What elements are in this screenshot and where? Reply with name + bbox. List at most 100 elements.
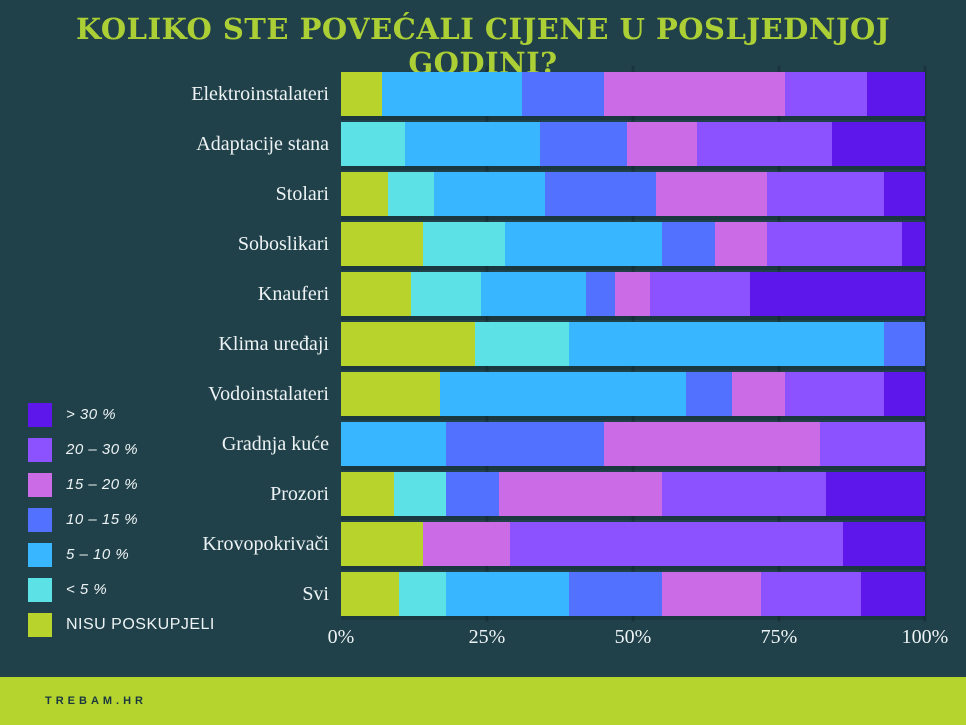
bar-row: Adaptacije stana — [0, 122, 925, 166]
footer-bar: TREBAM.HR — [0, 677, 966, 725]
bar-segment — [627, 122, 698, 166]
category-label: Svi — [302, 583, 329, 605]
x-tick-label: 75% — [760, 626, 798, 648]
legend-item: 15 – 20 % — [28, 467, 215, 502]
bar-segment — [884, 172, 925, 216]
bar-segment — [498, 472, 663, 516]
legend-item: > 30 % — [28, 397, 215, 432]
bar-segment — [568, 322, 885, 366]
legend-label: > 30 % — [66, 406, 117, 423]
bar-segment — [568, 572, 663, 616]
bar-segment — [784, 372, 885, 416]
legend-swatch — [28, 577, 52, 602]
page-title: KOLIKO STE POVEĆALI CIJENE U POSLJEDNJOJ… — [75, 12, 891, 80]
bar-segment — [761, 572, 861, 616]
bar-segment — [341, 522, 423, 566]
bar-track — [341, 272, 925, 316]
brand-logo: TREBAM.HR — [45, 695, 147, 707]
legend-label: < 5 % — [66, 581, 108, 598]
x-tick-label: 0% — [327, 626, 355, 648]
bar-segment — [475, 322, 569, 366]
bar-segment — [732, 372, 785, 416]
bar-segment — [603, 72, 785, 116]
bar-segment — [393, 472, 447, 516]
legend: > 30 % 20 – 30 % 15 – 20 % 10 – 15 % 5 – 10 … — [28, 397, 215, 642]
bar-segment — [510, 522, 844, 566]
bar-segment — [767, 172, 885, 216]
category-label: Prozori — [270, 483, 329, 505]
bar-segment — [446, 472, 499, 516]
bar-row: Krovopokrivači — [0, 522, 925, 566]
x-tick-label: 100% — [901, 626, 949, 648]
bar-track — [341, 522, 925, 566]
bar-segment — [341, 222, 423, 266]
legend-swatch — [28, 507, 52, 532]
bar-segment — [784, 72, 867, 116]
bar-segment — [662, 222, 715, 266]
bar-segment — [422, 222, 505, 266]
x-tick-label: 50% — [614, 626, 652, 648]
legend-swatch — [28, 472, 52, 497]
bar-segment — [522, 72, 604, 116]
bar-segment — [615, 272, 651, 316]
legend-label: 20 – 30 % — [66, 441, 139, 458]
bar-segment — [901, 222, 925, 266]
legend-swatch — [28, 437, 52, 462]
legend-swatch — [28, 542, 52, 567]
x-axis: 0% 25% 50% 75% 100% — [328, 626, 949, 654]
bar-segment — [819, 422, 925, 466]
legend-swatch — [28, 402, 52, 427]
bar-row: Vodoinstalateri — [0, 372, 925, 416]
bar-segment — [650, 272, 750, 316]
bar-segment — [341, 422, 447, 466]
bar-segment — [341, 172, 388, 216]
bar-track — [341, 122, 925, 166]
bar-segment — [545, 172, 657, 216]
bar-segment — [387, 172, 435, 216]
category-label: Adaptacije stana — [196, 133, 329, 155]
bar-track — [341, 372, 925, 416]
bar-segment — [434, 172, 546, 216]
category-label: Vodoinstalateri — [208, 383, 329, 405]
legend-label: 15 – 20 % — [66, 476, 139, 493]
bar-segment — [714, 222, 768, 266]
bar-segment — [481, 272, 587, 316]
bar-segment — [341, 572, 400, 616]
legend-item: NISU POSKUPJELI — [28, 607, 215, 642]
bar-segment — [603, 422, 820, 466]
bar-segment — [411, 272, 482, 316]
bar-segment — [697, 122, 832, 166]
legend-item: < 5 % — [28, 572, 215, 607]
bar-row: Knauferi — [0, 272, 925, 316]
bar-segment — [446, 422, 604, 466]
x-tick-label: 25% — [468, 626, 506, 648]
bar-row: Prozori — [0, 472, 925, 516]
bar-segment — [831, 122, 925, 166]
bar-segment — [405, 122, 540, 166]
bar-segment — [341, 272, 412, 316]
bar-track — [341, 172, 925, 216]
legend-item: 10 – 15 % — [28, 502, 215, 537]
bar-segment — [866, 72, 925, 116]
bar-track — [341, 72, 925, 116]
gridline — [923, 66, 927, 622]
bar-segment — [341, 72, 382, 116]
category-label: Gradnja kuće — [221, 433, 329, 455]
legend-item: 5 – 10 % — [28, 537, 215, 572]
legend-swatch — [28, 612, 52, 637]
bar-row: Gradnja kuće — [0, 422, 925, 466]
bar-segment — [341, 322, 476, 366]
bar-segment — [341, 472, 394, 516]
bar-row: Elektroinstalateri — [0, 72, 925, 116]
bar-row: Soboslikari — [0, 222, 925, 266]
bar-segment — [422, 522, 511, 566]
bar-segment — [504, 222, 663, 266]
category-label: Stolari — [275, 183, 329, 205]
legend-label: 5 – 10 % — [66, 546, 130, 563]
bar-segment — [825, 472, 925, 516]
bar-segment — [656, 172, 768, 216]
bar-segment — [399, 572, 447, 616]
bar-segment — [341, 372, 441, 416]
category-label: Elektroinstalateri — [191, 83, 329, 105]
bar-track — [341, 222, 925, 266]
